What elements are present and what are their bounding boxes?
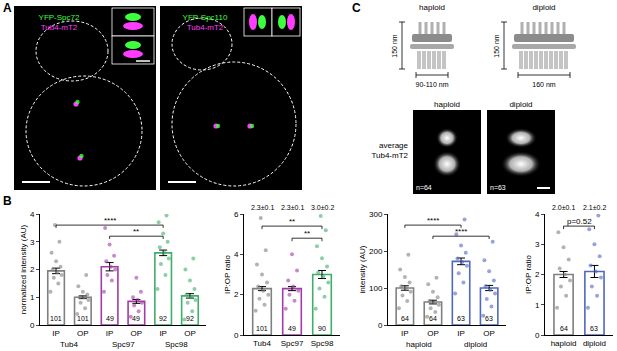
svg-text:normalized intensity (AU): normalized intensity (AU): [19, 224, 28, 314]
svg-text:OP: OP: [483, 329, 495, 338]
svg-text:Tub4-mT2: Tub4-mT2: [371, 151, 408, 160]
svg-text:3: 3: [535, 240, 540, 249]
svg-text:OP: OP: [427, 329, 439, 338]
svg-text:150 nm: 150 nm: [493, 34, 500, 58]
svg-text:63: 63: [485, 315, 493, 322]
svg-text:Tub4-mT2: Tub4-mT2: [41, 23, 78, 32]
svg-text:90-110 nm: 90-110 nm: [416, 81, 449, 88]
svg-text:3.0±0.2: 3.0±0.2: [311, 204, 334, 211]
svg-text:2: 2: [234, 290, 239, 299]
svg-text:diploid: diploid: [532, 3, 555, 12]
svg-text:300: 300: [369, 210, 383, 219]
svg-text:Tub4: Tub4: [253, 339, 271, 348]
svg-text:IP: IP: [159, 329, 167, 338]
svg-text:Spc97: Spc97: [281, 339, 304, 348]
svg-text:haploid: haploid: [551, 339, 577, 348]
svg-text:**: **: [133, 227, 139, 236]
svg-text:**: **: [304, 229, 310, 238]
svg-text:2.3±0.1: 2.3±0.1: [251, 204, 274, 211]
svg-text:n=64: n=64: [416, 184, 432, 191]
svg-text:64: 64: [429, 315, 437, 322]
svg-text:160 nm: 160 nm: [532, 81, 556, 88]
svg-text:4: 4: [234, 250, 239, 259]
svg-text:IP: IP: [401, 329, 409, 338]
svg-text:6: 6: [234, 210, 239, 219]
svg-text:****: ****: [104, 216, 116, 225]
svg-text:A: A: [3, 1, 12, 15]
svg-text:2: 2: [535, 270, 540, 279]
svg-text:0: 0: [378, 321, 383, 330]
svg-text:1: 1: [535, 301, 540, 310]
svg-text:2.1±0.2: 2.1±0.2: [583, 204, 606, 211]
svg-text:OP: OP: [184, 329, 196, 338]
svg-text:average: average: [379, 141, 408, 150]
svg-text:1: 1: [30, 293, 35, 302]
svg-text:****: ****: [455, 227, 467, 236]
svg-text:101: 101: [256, 325, 268, 332]
svg-text:0: 0: [30, 321, 35, 330]
svg-text:64: 64: [560, 325, 568, 332]
svg-text:92: 92: [186, 315, 194, 322]
svg-text:2: 2: [30, 265, 35, 274]
svg-text:90: 90: [318, 325, 326, 332]
svg-text:OP: OP: [131, 329, 143, 338]
svg-text:Tub4-mT2: Tub4-mT2: [187, 23, 224, 32]
svg-text:Tub4: Tub4: [60, 340, 78, 349]
svg-text:0: 0: [535, 331, 540, 340]
svg-text:diploid: diploid: [509, 100, 532, 109]
svg-text:IP: IP: [52, 329, 60, 338]
svg-text:4: 4: [30, 210, 35, 219]
svg-text:92: 92: [159, 315, 167, 322]
svg-text:49: 49: [106, 315, 114, 322]
svg-text:63: 63: [590, 325, 598, 332]
svg-text:IP:OP ratio: IP:OP ratio: [223, 254, 232, 294]
svg-text:Spc98: Spc98: [165, 340, 188, 349]
svg-text:Spc97: Spc97: [112, 340, 135, 349]
svg-text:101: 101: [50, 315, 62, 322]
svg-text:100: 100: [369, 284, 383, 293]
svg-text:3: 3: [30, 238, 35, 247]
svg-text:YFP-Spc72: YFP-Spc72: [39, 13, 80, 22]
svg-text:intensity (AU): intensity (AU): [358, 245, 367, 293]
svg-text:C: C: [352, 1, 361, 15]
svg-text:63: 63: [457, 315, 465, 322]
svg-text:0: 0: [234, 331, 239, 340]
svg-text:49: 49: [132, 315, 140, 322]
svg-text:haploid: haploid: [406, 340, 432, 349]
svg-text:diploid: diploid: [464, 340, 487, 349]
svg-text:OP: OP: [77, 329, 89, 338]
svg-text:diploid: diploid: [583, 339, 606, 348]
svg-text:haploid: haploid: [419, 3, 445, 12]
svg-text:****: ****: [427, 216, 439, 225]
svg-text:2.0±0.1: 2.0±0.1: [552, 204, 575, 211]
svg-text:IP: IP: [457, 329, 465, 338]
svg-text:p=0.52: p=0.52: [567, 217, 592, 226]
svg-text:IP:OP ratio: IP:OP ratio: [524, 254, 533, 294]
svg-text:B: B: [3, 194, 12, 208]
svg-text:haploid: haploid: [434, 100, 460, 109]
svg-text:49: 49: [288, 325, 296, 332]
svg-text:**: **: [289, 217, 295, 226]
svg-text:2.3±0.1: 2.3±0.1: [281, 204, 304, 211]
svg-text:200: 200: [369, 247, 383, 256]
svg-text:IP: IP: [106, 329, 114, 338]
svg-text:4: 4: [535, 210, 540, 219]
svg-text:150 nm: 150 nm: [391, 34, 398, 58]
svg-text:64: 64: [401, 315, 409, 322]
svg-text:YFP-Spc110: YFP-Spc110: [183, 13, 228, 22]
svg-text:101: 101: [77, 315, 89, 322]
svg-text:Spc98: Spc98: [311, 339, 334, 348]
svg-text:n=63: n=63: [490, 184, 506, 191]
